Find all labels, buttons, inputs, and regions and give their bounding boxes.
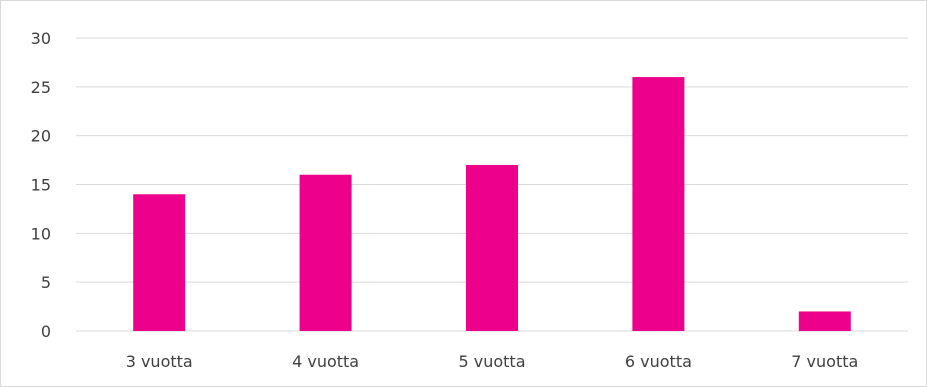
bar-3-vuotta	[133, 194, 186, 331]
x-tick-label: 6 vuotta	[625, 352, 692, 371]
y-tick-label: 0	[41, 322, 51, 341]
bar-6-vuotta	[632, 77, 685, 331]
x-tick-label: 3 vuotta	[126, 352, 193, 371]
y-tick-label: 30	[31, 29, 51, 48]
y-tick-label: 5	[41, 273, 51, 292]
y-tick-label: 20	[31, 127, 51, 146]
bar-4-vuotta	[299, 174, 352, 331]
x-axis-tick-labels: 3 vuotta 4 vuotta 5 vuotta 6 vuotta 7 vuotta	[126, 352, 859, 371]
y-tick-label: 25	[31, 78, 51, 97]
x-tick-label: 7 vuotta	[791, 352, 858, 371]
y-tick-label: 15	[31, 176, 51, 195]
y-axis-tick-labels: 0 5 10 15 20 25 30	[31, 29, 51, 341]
y-tick-label: 10	[31, 224, 51, 243]
bars	[133, 77, 851, 331]
bar-5-vuotta	[466, 164, 518, 331]
x-tick-label: 5 vuotta	[458, 352, 525, 371]
bar-7-vuotta	[798, 311, 851, 331]
x-tick-label: 4 vuotta	[292, 352, 359, 371]
